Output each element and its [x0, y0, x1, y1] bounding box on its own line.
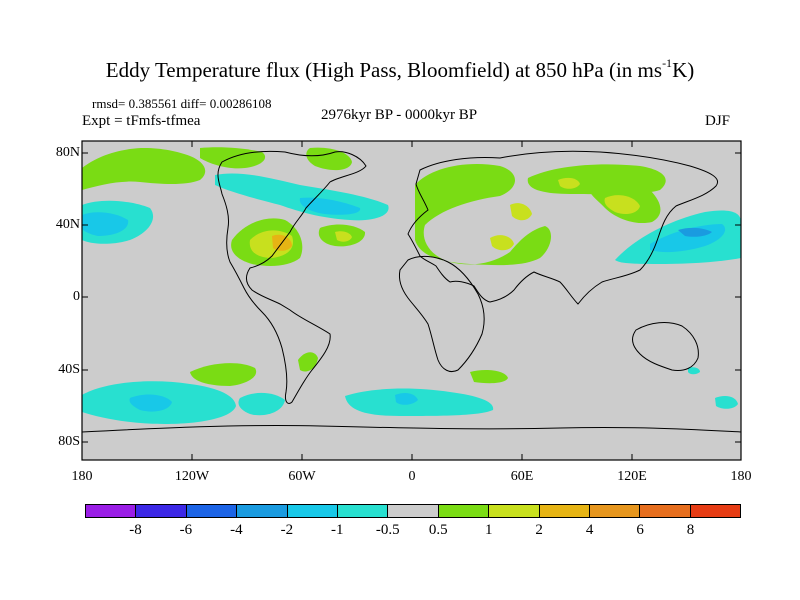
lon-label-120e: 120E [617, 469, 647, 484]
lon-label-180-east: 180 [730, 469, 752, 484]
colorbar-label: 1 [484, 522, 493, 538]
lon-label-180-west: 180 [71, 469, 93, 484]
colorbar-label: -8 [129, 522, 142, 538]
flux-anomaly-fields [82, 147, 741, 424]
colorbar-label: -1 [331, 522, 344, 538]
lat-label-80n: 80N [55, 145, 80, 160]
colorbar-segment-7 [438, 505, 490, 517]
lon-label-120w: 120W [174, 469, 210, 484]
map-title: Eddy Temperature flux (High Pass, Bloomf… [0, 56, 800, 83]
axis-ticks [82, 141, 741, 460]
colorbar-segment-8 [489, 505, 540, 517]
colorbar-segment-11 [640, 505, 691, 517]
experiment-label: Expt = tFmfs-tfmea [82, 113, 201, 129]
colorbar-segment-2 [186, 505, 238, 517]
colorbar-label: -6 [179, 522, 193, 538]
colorbar-segment-6 [388, 505, 439, 517]
lon-label-60e: 60E [510, 469, 534, 484]
period-label: 2976kyr BP - 0000kyr BP [321, 107, 478, 123]
colorbar-segment-0 [86, 505, 137, 517]
colorbar-label: -2 [280, 522, 294, 538]
colorbar [85, 504, 741, 518]
colorbar-label: -4 [230, 522, 243, 538]
lon-label-0: 0 [408, 469, 416, 484]
lat-label-40n: 40N [55, 217, 80, 232]
colorbar-label: 6 [636, 522, 644, 538]
coastlines [82, 150, 741, 433]
title-text: Eddy Temperature flux (High Pass, Bloomf… [105, 58, 663, 82]
colorbar-label: 4 [585, 522, 594, 538]
colorbar-label: 0.5 [428, 522, 448, 538]
colorbar-segment-12 [690, 505, 741, 517]
lat-label-0: 0 [73, 289, 80, 304]
colorbar-label: -0.5 [375, 522, 400, 538]
colorbar-label: 8 [686, 522, 695, 538]
colorbar-segment-9 [539, 505, 590, 517]
colorbar-segment-3 [237, 505, 288, 517]
colorbar-segment-4 [287, 505, 338, 517]
colorbar-segment-1 [136, 505, 187, 517]
lat-label-40s: 40S [58, 362, 80, 377]
title-unit-end: K) [672, 58, 695, 82]
rmsd-diff-stats: rmsd= 0.385561 diff= 0.00286108 [92, 96, 272, 111]
colorbar-label: 2 [535, 522, 543, 538]
colorbar-segment-5 [337, 505, 389, 517]
lon-label-60w: 60W [288, 469, 316, 484]
lat-label-80s: 80S [58, 434, 80, 449]
title-superscript: -1 [662, 56, 673, 70]
season-label: DJF [705, 113, 731, 129]
colorbar-segment-10 [589, 505, 641, 517]
